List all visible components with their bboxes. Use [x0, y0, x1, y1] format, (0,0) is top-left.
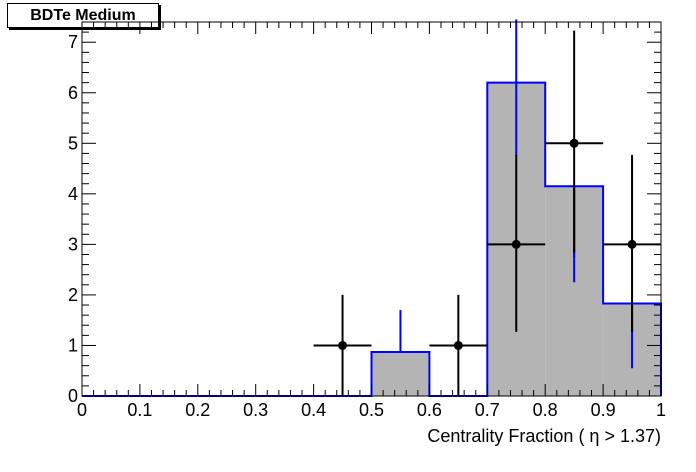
y-tick-label: 0 — [68, 386, 78, 406]
x-tick-labels: 0 0.1 0.2 0.3 0.4 0.5 0.6 0.7 0.8 0.9 1 — [77, 400, 666, 420]
data-point — [338, 340, 348, 350]
x-tick-label: 0 — [77, 400, 87, 420]
x-tick-label: 0.7 — [475, 400, 500, 420]
x-tick-label: 0.1 — [127, 400, 152, 420]
y-tick-label: 4 — [68, 184, 78, 204]
data-point — [511, 239, 521, 249]
data-point — [569, 138, 579, 148]
x-tick-label: 0.6 — [417, 400, 442, 420]
x-tick-label: 0.2 — [185, 400, 210, 420]
data-points-layer — [313, 30, 661, 396]
y-tick-label: 7 — [68, 32, 78, 52]
chart-title: BDTe Medium — [7, 3, 159, 28]
x-tick-label: 0.3 — [243, 400, 268, 420]
y-tick-label: 1 — [68, 335, 78, 355]
ticks-layer — [81, 21, 662, 397]
y-tick-label: 2 — [68, 285, 78, 305]
x-tick-label: 0.4 — [301, 400, 326, 420]
x-axis-title: Centrality Fraction ( η > 1.37) — [427, 426, 661, 446]
data-point — [627, 239, 637, 249]
y-tick-label: 3 — [68, 234, 78, 254]
data-point — [453, 340, 463, 350]
x-tick-label: 0.8 — [533, 400, 558, 420]
y-tick-label: 6 — [68, 83, 78, 103]
y-tick-label: 5 — [68, 133, 78, 153]
y-tick-labels: 0 1 2 3 4 5 6 7 — [68, 32, 78, 406]
x-tick-label: 1 — [656, 400, 666, 420]
histogram-bar — [371, 352, 430, 396]
x-tick-label: 0.5 — [359, 400, 384, 420]
x-tick-label: 0.9 — [591, 400, 616, 420]
